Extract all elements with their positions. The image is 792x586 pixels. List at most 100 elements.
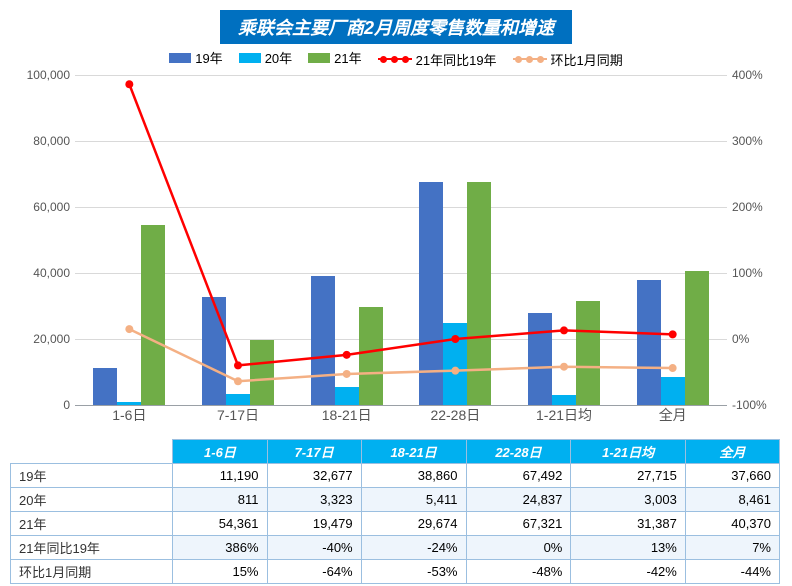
bar-19年: [93, 368, 117, 405]
bar-group: [510, 75, 619, 405]
x-tick-label: 7-17日: [184, 405, 293, 435]
table-cell: -64%: [267, 559, 361, 583]
legend-swatch: [239, 53, 261, 63]
bar-20年: [552, 395, 576, 405]
table-cell: -53%: [361, 559, 466, 583]
table-cell: -24%: [361, 535, 466, 559]
x-tick-label: 22-28日: [401, 405, 510, 435]
y-left-tick-label: 0: [10, 398, 70, 412]
legend-swatch: [308, 53, 330, 63]
y-right-tick-label: 400%: [732, 68, 782, 82]
y-right-tick-label: 200%: [732, 200, 782, 214]
table-row: 21年同比19年386%-40%-24%0%13%7%: [11, 535, 780, 559]
y-right-tick-label: 300%: [732, 134, 782, 148]
table-cell: 24,837: [466, 487, 571, 511]
x-tick-label: 1-6日: [75, 405, 184, 435]
table-cell: 15%: [173, 559, 267, 583]
table-cell: 7%: [685, 535, 779, 559]
y-right-tick-label: 100%: [732, 266, 782, 280]
legend-item: 20年: [239, 48, 292, 67]
y-right-tick-label: 0%: [732, 332, 782, 346]
table-col-header: 18-21日: [361, 439, 466, 463]
table-cell: -40%: [267, 535, 361, 559]
legend-item: 环比1月同期: [513, 50, 623, 69]
table-cell: 32,677: [267, 463, 361, 487]
table-cell: 0%: [466, 535, 571, 559]
plot-region: [75, 75, 727, 405]
legend-swatch: [169, 53, 191, 63]
table-row-header: 21年同比19年: [11, 535, 173, 559]
table-col-header: 7-17日: [267, 439, 361, 463]
y-left-tick-label: 20,000: [10, 332, 70, 346]
table-cell: 29,674: [361, 511, 466, 535]
table-col-header: 1-6日: [173, 439, 267, 463]
legend-label: 21年同比19年: [416, 50, 497, 69]
legend-label: 20年: [265, 48, 292, 67]
bar-21年: [141, 225, 165, 404]
table-cell: 54,361: [173, 511, 267, 535]
bar-19年: [528, 313, 552, 404]
table-cell: 31,387: [571, 511, 685, 535]
bar-21年: [685, 271, 709, 404]
chart-title-bar: 乘联会主要厂商2月周度零售数量和增速: [10, 10, 782, 44]
bar-group: [75, 75, 184, 405]
bar-20年: [443, 323, 467, 405]
legend-item: 21年同比19年: [378, 50, 497, 69]
bar-19年: [419, 182, 443, 405]
bar-19年: [311, 276, 335, 404]
bar-group: [292, 75, 401, 405]
bar-group: [618, 75, 727, 405]
chart-plot-area: 020,00040,00060,00080,000100,000 -100%0%…: [10, 75, 782, 435]
bar-21年: [359, 307, 383, 405]
table-row: 19年11,19032,67738,86067,49227,71537,660: [11, 463, 780, 487]
table-row-header: 环比1月同期: [11, 559, 173, 583]
bar-20年: [335, 387, 359, 405]
legend-line-swatch: [378, 54, 412, 64]
legend-label: 21年: [334, 48, 361, 67]
table-cell: -42%: [571, 559, 685, 583]
table-row: 21年54,36119,47929,67467,32131,38740,370: [11, 511, 780, 535]
table-cell: 27,715: [571, 463, 685, 487]
table-cell: 37,660: [685, 463, 779, 487]
chart-title: 乘联会主要厂商2月周度零售数量和增速: [220, 10, 572, 44]
bar-21年: [250, 340, 274, 404]
x-tick-label: 全月: [618, 405, 727, 435]
legend-item: 21年: [308, 48, 361, 67]
chart-container: 乘联会主要厂商2月周度零售数量和增速 19年20年21年21年同比19年环比1月…: [0, 0, 792, 586]
legend-item: 19年: [169, 48, 222, 67]
y-axis-left: 020,00040,00060,00080,000100,000: [10, 75, 70, 405]
table-cell: 5,411: [361, 487, 466, 511]
bar-19年: [202, 297, 226, 405]
table-cell: 3,003: [571, 487, 685, 511]
table-row-header: 20年: [11, 487, 173, 511]
y-left-tick-label: 40,000: [10, 266, 70, 280]
table-cell: -44%: [685, 559, 779, 583]
x-axis: 1-6日7-17日18-21日22-28日1-21日均全月: [75, 405, 727, 435]
legend-line-swatch: [513, 54, 547, 64]
legend: 19年 20年 21年 21年同比19年 环比1月同期: [10, 48, 782, 69]
table-cell: 67,492: [466, 463, 571, 487]
table-cell: 11,190: [173, 463, 267, 487]
table-cell: 40,370: [685, 511, 779, 535]
table-cell: 8,461: [685, 487, 779, 511]
y-left-tick-label: 100,000: [10, 68, 70, 82]
table-col-header: 全月: [685, 439, 779, 463]
bar-21年: [576, 301, 600, 405]
y-right-tick-label: -100%: [732, 398, 782, 412]
table-row: 20年8113,3235,41124,8373,0038,461: [11, 487, 780, 511]
bar-20年: [226, 394, 250, 405]
table-cell: -48%: [466, 559, 571, 583]
table-cell: 3,323: [267, 487, 361, 511]
table-row: 环比1月同期15%-64%-53%-48%-42%-44%: [11, 559, 780, 583]
data-table: 1-6日7-17日18-21日22-28日1-21日均全月19年11,19032…: [10, 439, 780, 584]
legend-label: 环比1月同期: [551, 50, 623, 69]
bar-group: [184, 75, 293, 405]
table-cell: 811: [173, 487, 267, 511]
bar-20年: [661, 377, 685, 405]
table-row-header: 21年: [11, 511, 173, 535]
x-tick-label: 1-21日均: [510, 405, 619, 435]
y-axis-right: -100%0%100%200%300%400%: [732, 75, 782, 405]
legend-label: 19年: [195, 48, 222, 67]
table-cell: 386%: [173, 535, 267, 559]
y-left-tick-label: 80,000: [10, 134, 70, 148]
